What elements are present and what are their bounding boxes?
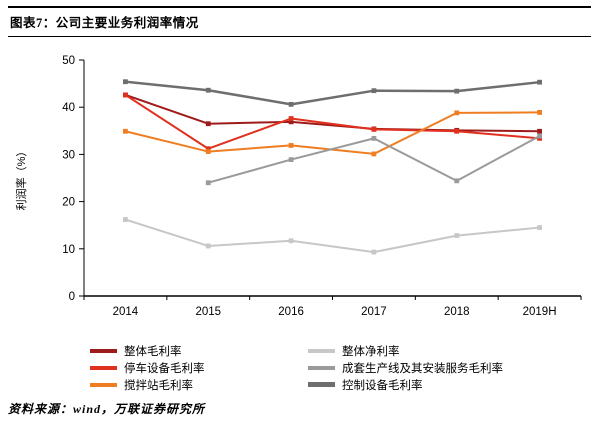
x-tick-label: 2014 xyxy=(113,306,139,318)
chart-legend: 整体毛利率 停车设备毛利率 搅拌站毛利率 整体净利率 成套生产线及其安装服务毛利率 控制设… xyxy=(90,342,593,393)
series-marker-0 xyxy=(288,119,294,125)
series-marker-3 xyxy=(454,233,460,238)
legend-item: 成套生产线及其安装服务毛利率 xyxy=(308,359,593,376)
legend-column-2: 整体净利率成套生产线及其安装服务毛利率 控制设备毛利率 xyxy=(308,342,593,393)
x-tick-label: 2015 xyxy=(195,306,221,318)
legend-item: 停车设备毛利率 xyxy=(90,359,308,376)
series-line-3 xyxy=(125,218,540,254)
legend-swatch xyxy=(90,382,117,387)
series-line-0 xyxy=(125,93,540,133)
legend-label: 整体毛利率 xyxy=(124,345,182,358)
y-tick-label: 30 xyxy=(62,149,75,161)
series-marker-5 xyxy=(288,101,294,107)
chart-area: 0 10 20 30 40 50 2014 2015 2016 2017 2018 2019H 利润率（… xyxy=(8,44,593,334)
series-marker-0 xyxy=(205,121,211,127)
legend-item: 整体毛利率 xyxy=(90,342,308,359)
y-tick-label: 50 xyxy=(62,55,75,67)
series-line-5 xyxy=(125,80,540,106)
series-marker-1 xyxy=(371,126,377,132)
source-note: 资料来源：wind，万联证券研究所 xyxy=(8,402,206,416)
series-marker-4 xyxy=(288,157,294,162)
series-marker-1 xyxy=(288,116,294,121)
series-marker-2 xyxy=(537,109,542,115)
series-marker-3 xyxy=(537,225,542,230)
legend-item: 搅拌站毛利率 xyxy=(90,376,308,393)
series-marker-5 xyxy=(205,87,211,93)
series-marker-5 xyxy=(123,79,128,85)
y-tick-label: 0 xyxy=(69,291,75,303)
series-marker-1 xyxy=(454,128,460,134)
y-tick-label: 40 xyxy=(62,102,75,114)
legend-label: 成套生产线及其安装服务毛利率 xyxy=(342,362,503,375)
y-tick-label: 10 xyxy=(62,244,75,256)
legend-item: 控制设备毛利率 xyxy=(308,376,593,393)
series-marker-2 xyxy=(205,149,211,154)
profit-margin-line-chart: 0 10 20 30 40 50 2014 2015 2016 2017 2018 2019H 利润率（… xyxy=(14,55,582,318)
legend-item: 整体净利率 xyxy=(308,342,593,359)
x-tick-label: 2017 xyxy=(361,306,387,318)
legend-swatch xyxy=(308,348,335,353)
series-marker-3 xyxy=(288,238,294,244)
series-marker-2 xyxy=(288,143,294,148)
series-marker-5 xyxy=(371,88,377,94)
x-tick-label: 2018 xyxy=(444,306,470,318)
figure-title: 图表7：公司主要业务利润率情况 xyxy=(10,16,199,30)
series-marker-1 xyxy=(123,92,128,98)
y-axis-title: 利润率（%） xyxy=(14,146,28,211)
x-tick-label: 2019H xyxy=(523,306,557,318)
series-line-4 xyxy=(207,135,541,184)
legend-label: 停车设备毛利率 xyxy=(124,362,205,375)
series-marker-4 xyxy=(205,180,211,186)
series-marker-0 xyxy=(537,128,542,134)
figure-header: 图表7：公司主要业务利润率情况 xyxy=(8,6,591,37)
series-marker-4 xyxy=(454,178,460,184)
series-marker-3 xyxy=(123,217,128,222)
legend-column-1: 整体毛利率停车设备毛利率 搅拌站毛利率 xyxy=(90,342,308,393)
legend-label: 搅拌站毛利率 xyxy=(124,379,193,392)
series-marker-2 xyxy=(371,151,377,157)
series-marker-2 xyxy=(454,110,460,116)
y-tick-label: 20 xyxy=(62,197,75,209)
x-tick-label: 2016 xyxy=(278,306,304,318)
series-marker-3 xyxy=(371,249,377,255)
series-marker-2 xyxy=(123,128,128,134)
legend-label: 整体净利率 xyxy=(342,345,400,358)
legend-swatch xyxy=(308,382,335,387)
series-marker-5 xyxy=(537,79,542,85)
legend-swatch xyxy=(90,348,117,353)
series-marker-4 xyxy=(371,135,377,141)
legend-swatch xyxy=(90,365,117,370)
legend-swatch xyxy=(308,365,335,370)
series-line-1 xyxy=(124,94,540,150)
series-marker-3 xyxy=(205,243,211,249)
legend-label: 控制设备毛利率 xyxy=(342,379,423,392)
series-marker-5 xyxy=(454,88,460,94)
series-marker-4 xyxy=(537,133,542,139)
series-marker-1 xyxy=(205,146,211,152)
